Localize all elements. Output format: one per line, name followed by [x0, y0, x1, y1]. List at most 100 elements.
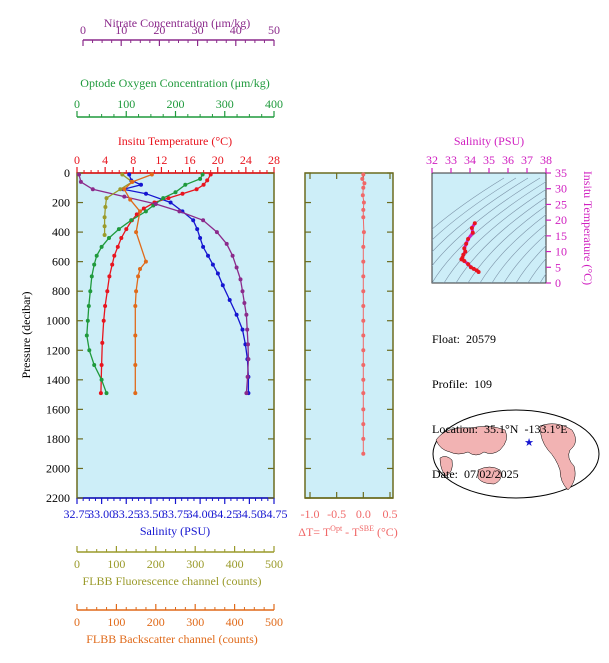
dt-axis-tick-label: -0.5 [327, 507, 346, 521]
dt-point [361, 274, 366, 279]
ts-temperature-tick-label: 15 [555, 229, 567, 243]
insitu-temperature-point [194, 187, 199, 192]
fluorescence-axis-tick-label: 100 [107, 557, 125, 571]
dt-axis-tick-label: 0.5 [383, 507, 398, 521]
ts-density-contour [432, 177, 517, 241]
dt-point [361, 289, 366, 294]
salinity-point [234, 312, 239, 317]
dt-point [360, 176, 365, 181]
nitrate-point [244, 391, 249, 396]
optode-oxygen-point [183, 182, 188, 187]
dt-point [361, 304, 366, 308]
nitrate-point [90, 187, 95, 192]
fluorescence-axis-tick-label: 0 [74, 557, 80, 571]
salinity-point [168, 200, 173, 205]
nitrate-axis-tick-label: 20 [153, 23, 165, 37]
ts-point [464, 241, 469, 246]
optode-oxygen-point [107, 236, 111, 240]
ts-point [462, 246, 467, 251]
insitu-temperature-point [99, 363, 104, 367]
nitrate-point [177, 209, 182, 214]
pressure-axis-tick-label: 0 [64, 166, 70, 180]
ts-temperature-tick-label: 10 [555, 245, 567, 259]
dt-axis-tick-label: 0.0 [356, 507, 371, 521]
optode-oxygen-point [94, 253, 99, 258]
dt-point [361, 172, 366, 177]
optode-oxygen-point [87, 348, 92, 353]
nitrate-axis-tick-label: 40 [230, 23, 242, 37]
optode-oxygen-point [104, 391, 109, 396]
dt-point [361, 422, 366, 427]
salinity-point [191, 218, 196, 223]
ts-salinity-tick-label: 33 [445, 153, 457, 167]
ts-point [466, 262, 471, 267]
backscatter-axis: 0 100 200 300 400 500 [74, 604, 283, 629]
nitrate-point [245, 374, 250, 379]
insitu-temperature-point [110, 262, 115, 267]
ts-density-contour [432, 177, 541, 267]
dt-point [361, 451, 366, 456]
ts-point [461, 252, 466, 257]
dt-point [361, 185, 366, 190]
salinity-point [220, 283, 225, 288]
dt-series [360, 172, 367, 456]
nitrate-point [224, 241, 229, 246]
dt-axis-title: ΔT= TOpt - TSBE (°C) [298, 524, 398, 539]
dt-point [361, 348, 366, 353]
ts-density-contour [432, 177, 529, 253]
salinity-point [227, 298, 232, 302]
temperature-axis-tick-label: 20 [212, 153, 224, 167]
pressure-axis-tick-label: 1400 [46, 373, 70, 387]
nitrate-point [230, 253, 235, 258]
optode-oxygen-point [99, 244, 104, 249]
insitu-temperature-point [107, 274, 112, 279]
insitu-temperature-point [105, 289, 110, 294]
dt-point [362, 181, 367, 186]
pressure-axis-tick-label: 2000 [46, 461, 70, 475]
ts-temperature-tick-label: 5 [555, 260, 561, 274]
salinity-axis-tick-label: 34.75 [261, 507, 288, 521]
dt-point [361, 333, 366, 338]
ts-temperature-tick-label: 0 [555, 276, 561, 290]
flbb-backscatter-point [134, 289, 139, 294]
insitu-temperature-point [115, 244, 120, 249]
salinity-axis-tick-label: 34.25 [211, 507, 238, 521]
ts-point [470, 230, 475, 235]
flbb-fluorescence-point [102, 233, 107, 237]
ts-point [469, 226, 474, 230]
flbb-backscatter-point [136, 274, 141, 279]
dt-point [361, 436, 366, 441]
nitrate-point [245, 327, 250, 332]
flbb-backscatter-point [133, 363, 138, 367]
ts-density-contour [503, 234, 546, 283]
profile-series [77, 172, 251, 396]
ts-temperature-tick-label: 20 [555, 213, 567, 227]
ts-density-contour [515, 245, 546, 283]
flbb-backscatter-point [149, 172, 154, 177]
nitrate-axis-tick-label: 0 [80, 23, 86, 37]
profile-number: Profile: 109 [432, 377, 492, 391]
optode-oxygen-point [89, 274, 94, 279]
dt-panel [304, 172, 394, 499]
ts-density-contour [443, 189, 546, 283]
flbb-backscatter-point [133, 333, 138, 338]
ts-temperature-tick-label: 30 [555, 182, 567, 196]
nitrate-point [234, 265, 239, 270]
oxygen-axis-tick-label: 200 [167, 97, 185, 111]
dt-point [361, 244, 366, 249]
flbb-backscatter-point [143, 259, 148, 264]
salinity-point [215, 271, 220, 276]
fluorescence-axis-tick-label: 400 [226, 557, 244, 571]
optode-oxygen-point [200, 172, 205, 177]
insitu-temperature-point [205, 178, 210, 183]
optode-oxygen-point [85, 318, 90, 323]
optode-oxygen-point [198, 176, 203, 181]
pressure-axis-tick-label: 800 [52, 284, 70, 298]
flbb-backscatter-point [133, 391, 138, 396]
nitrate-point [246, 342, 250, 347]
nitrate-axis-tick-label: 30 [192, 23, 204, 37]
float-location: Location: 35.1°N -133.1°E [432, 422, 568, 436]
dt-point [361, 215, 366, 220]
